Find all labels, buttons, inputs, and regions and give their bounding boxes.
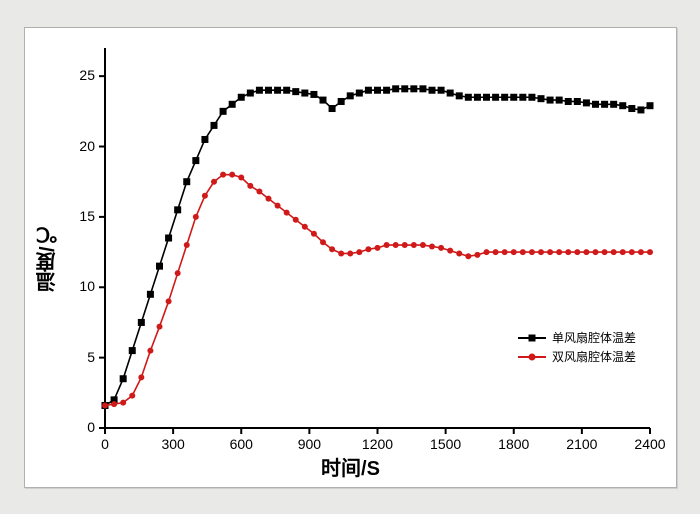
x-axis-label: 时间/S — [25, 452, 676, 481]
y-tick-label: 15 — [79, 208, 95, 224]
y-tick-label: 25 — [79, 67, 95, 83]
y-tick-label: 10 — [79, 278, 95, 294]
x-tick-label: 1800 — [494, 436, 534, 452]
x-tick-label: 600 — [221, 436, 261, 452]
x-tick-label: 2100 — [562, 436, 602, 452]
y-tick-label: 5 — [87, 349, 95, 365]
y-axis-label: 温度/℃ — [33, 28, 62, 487]
y-tick-label: 20 — [79, 138, 95, 154]
circle-marker-icon — [518, 356, 546, 358]
line-chart — [25, 28, 676, 487]
x-tick-label: 900 — [289, 436, 329, 452]
x-tick-label: 2400 — [630, 436, 670, 452]
x-tick-label: 300 — [153, 436, 193, 452]
x-tick-label: 1200 — [358, 436, 398, 452]
y-tick-label: 0 — [87, 419, 95, 435]
legend-label: 单风扇腔体温差 — [552, 329, 636, 346]
x-tick-label: 0 — [85, 436, 125, 452]
legend: 单风扇腔体温差 双风扇腔体温差 — [518, 327, 636, 367]
legend-item: 双风扇腔体温差 — [518, 348, 636, 365]
x-tick-label: 1500 — [426, 436, 466, 452]
square-marker-icon — [518, 337, 546, 339]
legend-label: 双风扇腔体温差 — [552, 348, 636, 365]
chart-frame: 温度/℃ 时间/S 单风扇腔体温差 双风扇腔体温差 0 300 600 900 1200… — [24, 27, 677, 488]
legend-item: 单风扇腔体温差 — [518, 329, 636, 346]
